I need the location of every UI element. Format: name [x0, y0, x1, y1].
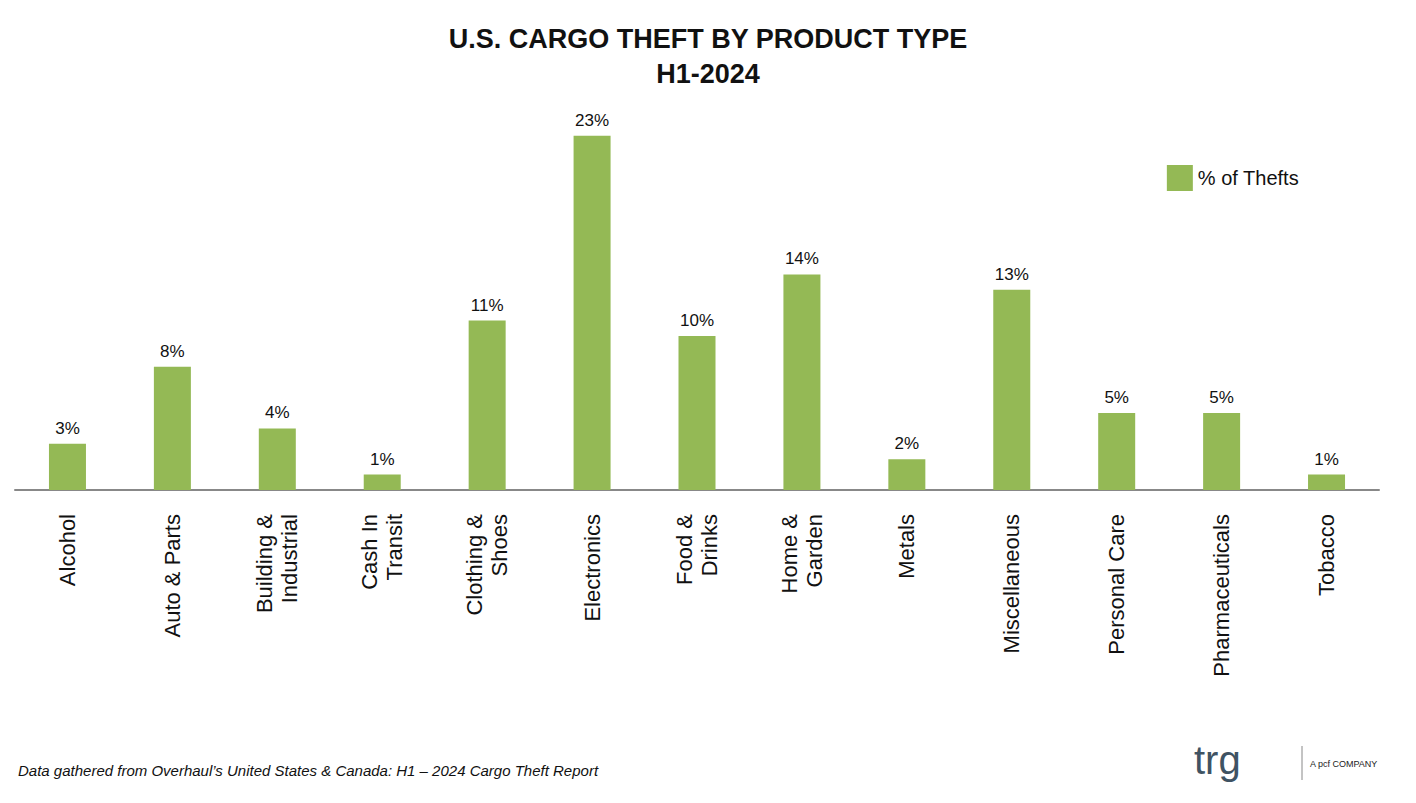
svg-text:U.S. CARGO THEFT BY PRODUCT TY: U.S. CARGO THEFT BY PRODUCT TYPE	[449, 24, 968, 54]
svg-text:3%: 3%	[55, 419, 80, 438]
svg-text:H1-2024: H1-2024	[656, 59, 760, 89]
svg-text:Data gathered from Overhaul’s: Data gathered from Overhaul’s United Sta…	[18, 762, 599, 779]
svg-text:8%: 8%	[160, 342, 185, 361]
svg-text:Industrial: Industrial	[277, 514, 302, 603]
svg-text:Transit: Transit	[382, 514, 407, 580]
svg-text:1%: 1%	[1314, 450, 1339, 469]
svg-text:% of Thefts: % of Thefts	[1198, 167, 1299, 189]
svg-text:14%: 14%	[785, 249, 819, 268]
svg-text:Clothing &: Clothing &	[462, 514, 487, 616]
svg-text:Metals: Metals	[894, 514, 919, 579]
svg-text:Shoes: Shoes	[487, 514, 512, 576]
svg-text:Cash In: Cash In	[357, 514, 382, 590]
svg-text:5%: 5%	[1104, 388, 1129, 407]
svg-text:Auto & Parts: Auto & Parts	[160, 514, 185, 638]
svg-text:Electronics: Electronics	[580, 514, 605, 622]
svg-text:Alcohol: Alcohol	[55, 514, 80, 586]
svg-text:11%: 11%	[471, 296, 504, 315]
svg-text:5%: 5%	[1209, 388, 1234, 407]
svg-text:Garden: Garden	[802, 514, 827, 587]
svg-text:4%: 4%	[265, 403, 290, 422]
svg-text:2%: 2%	[895, 434, 920, 453]
svg-text:Drinks: Drinks	[697, 514, 722, 576]
svg-text:Tobacco: Tobacco	[1314, 514, 1339, 596]
svg-text:10%: 10%	[680, 311, 714, 330]
svg-text:Food &: Food &	[672, 514, 697, 585]
svg-text:A pcf COMPANY: A pcf COMPANY	[1310, 759, 1377, 769]
svg-text:1%: 1%	[370, 450, 395, 469]
svg-text:23%: 23%	[575, 111, 609, 130]
svg-text:trg: trg	[1194, 738, 1241, 782]
svg-text:Home &: Home &	[777, 514, 802, 594]
svg-text:Personal Care: Personal Care	[1104, 514, 1129, 655]
svg-text:Building &: Building &	[252, 514, 277, 613]
svg-text:Pharmaceuticals: Pharmaceuticals	[1209, 514, 1234, 677]
svg-text:13%: 13%	[995, 265, 1029, 284]
svg-text:Miscellaneous: Miscellaneous	[999, 514, 1024, 653]
